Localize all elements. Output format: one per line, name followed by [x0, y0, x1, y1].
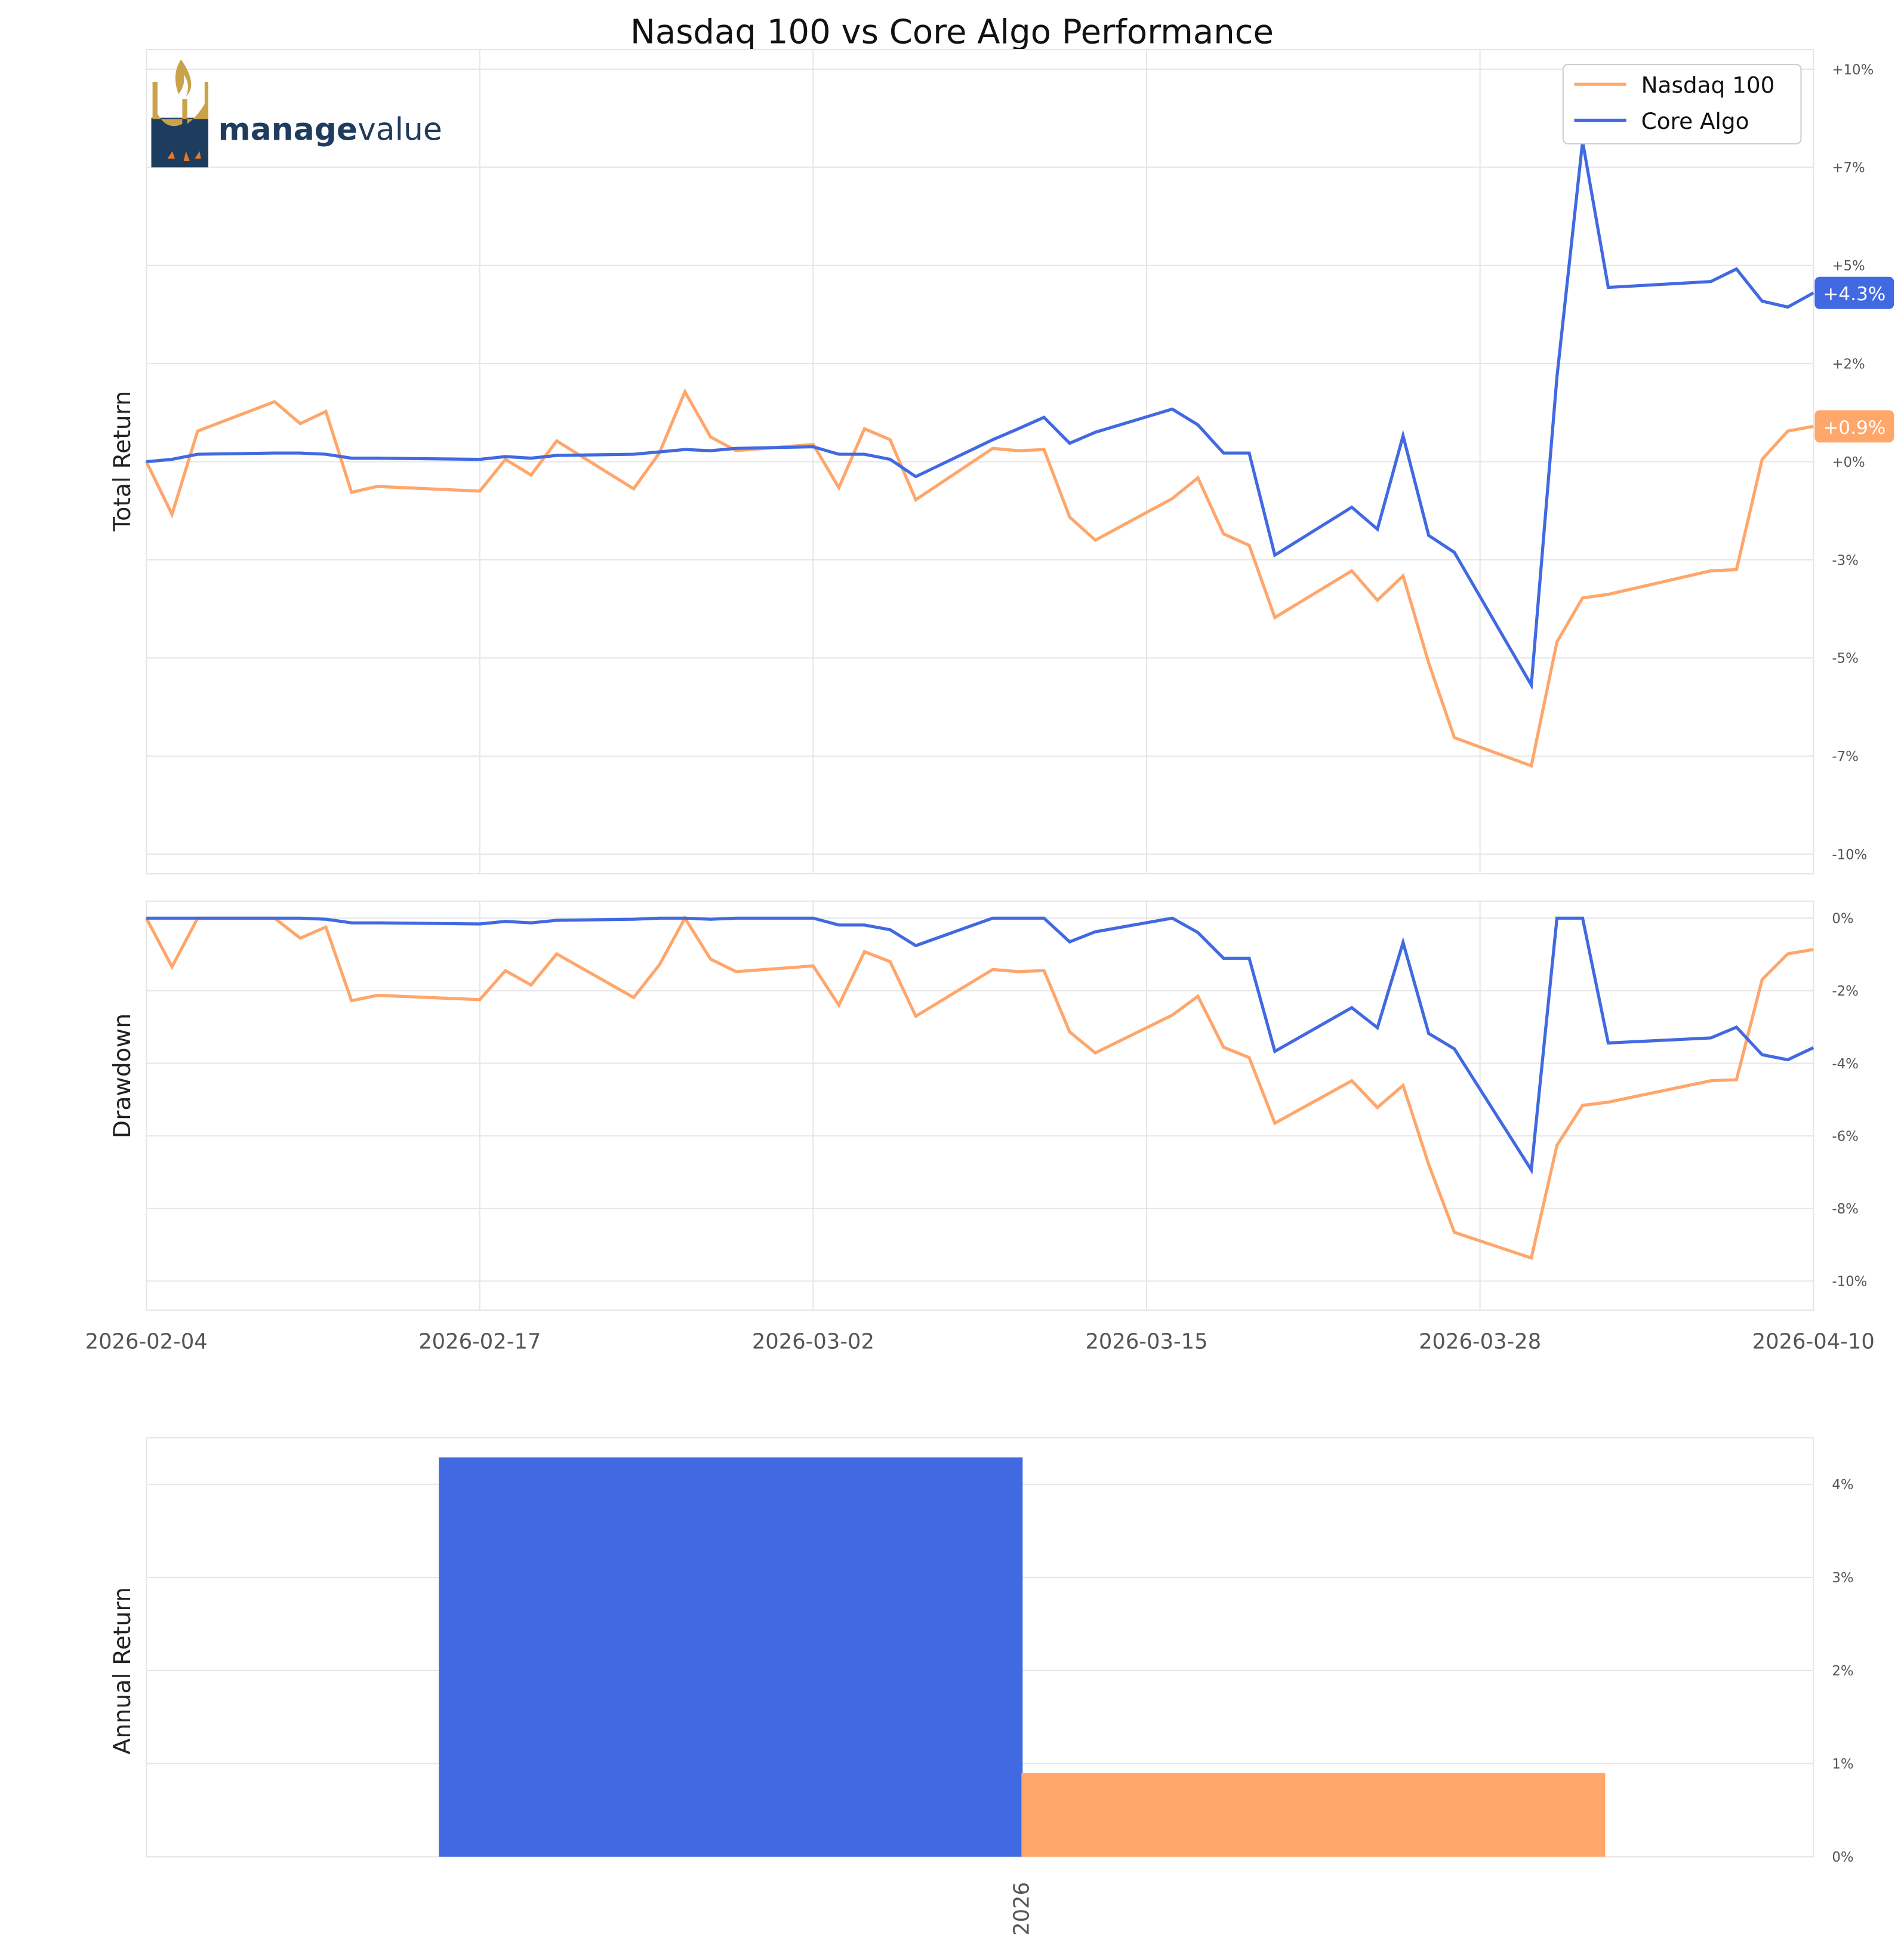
y-tick-label: 0%	[1832, 911, 1853, 927]
y-tick-label: -8%	[1832, 1201, 1858, 1217]
x-tick-label: 2026	[1010, 1882, 1034, 1936]
y-tick-label: -10%	[1832, 1274, 1867, 1290]
y-tick-label: 2%	[1832, 1663, 1853, 1679]
x-tick-label: 2026-02-17	[418, 1329, 541, 1354]
y-tick-label: +5%	[1832, 258, 1865, 274]
total-return-panel: +10% +7% +5% +2% +0% -3% -5% -7% -10% Total Retur…	[109, 49, 1894, 875]
legend-label-core: Core Algo	[1641, 108, 1749, 134]
x-tick-label: 2026-04-10	[1752, 1329, 1875, 1354]
y-axis-label: Annual Return	[109, 1587, 136, 1755]
y-tick-label: 4%	[1832, 1477, 1853, 1493]
y-tick-label: 1%	[1832, 1757, 1853, 1772]
logo-shield	[151, 118, 209, 168]
drawdown-panel: 0% -2% -4% -6% -8% -10% Drawdown 2026-02-04 2026…	[85, 900, 1875, 1354]
chart-title: Nasdaq 100 vs Core Algo Performance	[630, 13, 1274, 52]
y-tick-label: +10%	[1832, 62, 1874, 78]
y-tick-label: -6%	[1832, 1129, 1858, 1144]
y-tick-label: +0%	[1832, 455, 1865, 470]
bar-core-algo	[439, 1457, 1023, 1857]
y-tick-label: +2%	[1832, 356, 1865, 372]
y-tick-label: -7%	[1832, 749, 1858, 765]
logo-text: managevalue	[218, 112, 442, 148]
x-tick-label: 2026-03-15	[1085, 1329, 1207, 1354]
x-tick-label: 2026-02-04	[85, 1329, 208, 1354]
x-tick-label: 2026-03-28	[1419, 1329, 1541, 1354]
y-tick-label: -10%	[1832, 847, 1867, 862]
y-axis-label: Drawdown	[109, 1013, 136, 1138]
end-value-label: +4.3%	[1823, 284, 1885, 305]
y-tick-label: 0%	[1832, 1850, 1853, 1865]
x-tick-label: 2026-03-02	[752, 1329, 874, 1354]
y-tick-label: -3%	[1832, 553, 1858, 568]
end-value-badge	[1814, 276, 1894, 309]
y-tick-label: -5%	[1832, 651, 1858, 667]
end-value-badge	[1814, 410, 1894, 443]
legend-label-nasdaq: Nasdaq 100	[1641, 72, 1775, 98]
bar-nasdaq-100	[1021, 1773, 1606, 1857]
drawdown-line-core-algo	[146, 916, 1814, 1175]
logo-flame	[175, 59, 192, 97]
series-line-core-algo	[146, 141, 1814, 691]
end-value-label: +0.9%	[1823, 417, 1885, 439]
legend: Nasdaq 100 Core Algo	[1562, 63, 1802, 144]
drawdown-line-nasdaq-100	[144, 915, 1814, 1261]
y-tick-label: -4%	[1832, 1056, 1858, 1072]
y-tick-label: -2%	[1832, 984, 1858, 999]
series-line-nasdaq-100	[144, 388, 1814, 768]
y-axis-label: Total Return	[109, 391, 136, 532]
logo: managevalue	[151, 59, 442, 168]
y-tick-label: +7%	[1832, 161, 1865, 176]
y-tick-label: 3%	[1832, 1570, 1853, 1586]
annual-return-panel: 0% 1% 2% 3% 4% Annual Return 2026	[109, 1437, 1854, 1936]
plot-area	[146, 900, 1814, 1311]
